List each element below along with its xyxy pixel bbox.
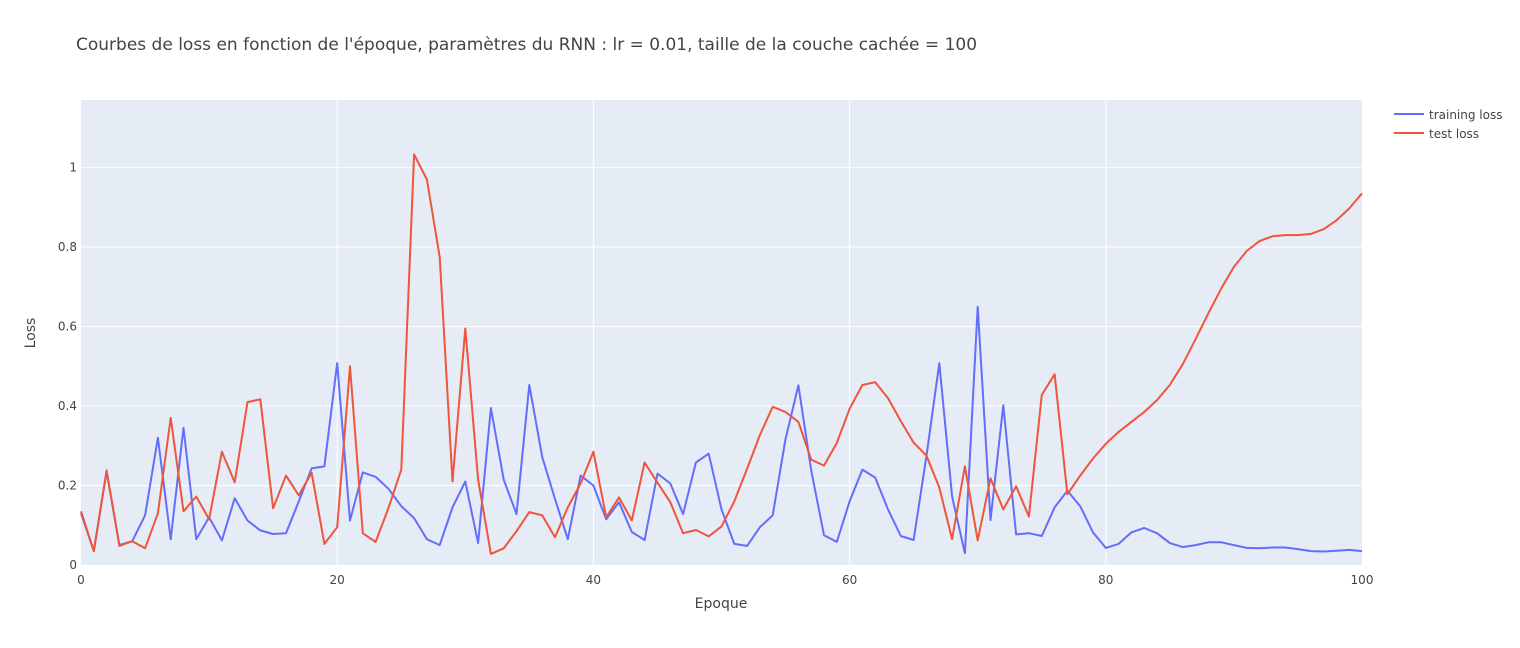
plot-background <box>81 100 1362 565</box>
x-tick-label: 100 <box>1351 573 1374 587</box>
x-tick-label: 80 <box>1098 573 1113 587</box>
series-line-training-loss <box>80 305 1363 555</box>
tick-labels: 0 20 40 60 80 100 0 0.2 0.4 0.6 0.8 1 <box>58 161 1374 587</box>
grid <box>81 100 1362 565</box>
x-tick-label: 20 <box>330 573 345 587</box>
series-layer <box>80 153 1363 555</box>
x-tick-label: 40 <box>586 573 601 587</box>
y-tick-label: 1 <box>69 161 77 175</box>
y-axis-title: Loss <box>23 318 39 349</box>
y-tick-label: 0 <box>69 558 77 572</box>
legend-label-training-loss: training loss <box>1429 108 1502 122</box>
y-tick-label: 0.8 <box>58 240 77 254</box>
legend-label-test-loss: test loss <box>1429 127 1479 141</box>
legend[interactable]: training loss test loss <box>1394 108 1502 141</box>
y-tick-label: 0.6 <box>58 320 77 334</box>
y-tick-label: 0.4 <box>58 399 77 413</box>
legend-item-training-loss[interactable]: training loss <box>1394 108 1502 122</box>
y-tick-label: 0.2 <box>58 479 77 493</box>
x-tick-label: 0 <box>77 573 85 587</box>
x-tick-label: 60 <box>842 573 857 587</box>
series-line-test-loss <box>80 153 1363 555</box>
x-axis-title: Epoque <box>695 596 748 612</box>
legend-item-test-loss[interactable]: test loss <box>1394 127 1479 141</box>
chart-title: Courbes de loss en fonction de l'époque,… <box>76 35 977 55</box>
